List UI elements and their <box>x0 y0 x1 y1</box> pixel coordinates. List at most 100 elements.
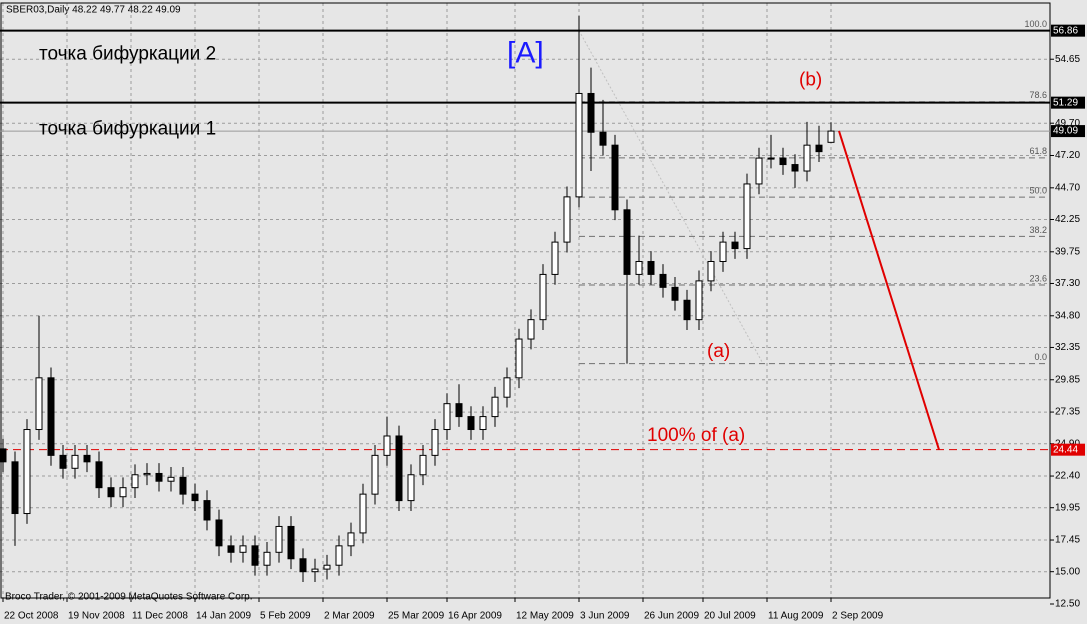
candle-body <box>563 196 571 243</box>
x-tick-label: 12 May 2009 <box>516 611 574 622</box>
annotation: (b) <box>799 70 822 91</box>
price-box <box>1051 125 1085 138</box>
candle-body <box>599 131 607 146</box>
fibo-level-label: 0.0 <box>1034 352 1047 362</box>
candle-body <box>443 403 451 431</box>
y-tick-label: 22.40 <box>1055 471 1080 482</box>
candle-body <box>647 260 655 275</box>
candle-body <box>479 416 487 431</box>
candle-body <box>419 454 427 476</box>
candle-body <box>515 338 523 379</box>
candle-body <box>95 461 103 489</box>
candle-body <box>791 164 799 172</box>
candle-body <box>143 472 151 476</box>
candle-body <box>707 260 715 282</box>
x-tick-label: 11 Dec 2008 <box>132 611 188 622</box>
candle-body <box>23 429 31 515</box>
candle-body <box>323 564 331 570</box>
fibo-level-label: 61.8 <box>1029 146 1047 156</box>
y-tick-label: 15.00 <box>1055 566 1080 577</box>
fibo-level-label: 38.2 <box>1029 225 1047 235</box>
x-tick-label: 25 Mar 2009 <box>388 611 445 622</box>
candle-body <box>119 487 127 498</box>
candle-body <box>263 551 271 566</box>
y-tick-label: 32.35 <box>1055 342 1080 353</box>
candle-body <box>35 377 43 431</box>
annotation: 100% of (a) <box>647 425 745 446</box>
candle-body <box>827 130 835 143</box>
candle-body <box>455 403 463 418</box>
candle-body <box>635 260 643 275</box>
annotation: точка бифуркации 2 <box>39 44 216 65</box>
price-box <box>1051 96 1085 109</box>
candle-body <box>611 144 619 211</box>
candle-body <box>659 273 667 288</box>
projection-line <box>838 130 940 450</box>
candle-body <box>11 461 19 515</box>
copyright: Broco Trader, © 2001-2009 MetaQuotes Sof… <box>5 592 253 603</box>
candle-body <box>47 377 55 456</box>
candle-body <box>527 319 535 340</box>
fibo-trendline <box>578 30 764 364</box>
y-tick-label: 39.75 <box>1055 246 1080 257</box>
y-tick-label: 54.65 <box>1055 54 1080 65</box>
candle-body <box>311 568 319 573</box>
annotation: точка бифуркации 1 <box>39 119 216 140</box>
candle-body <box>407 474 415 502</box>
candle-body <box>623 209 631 275</box>
candle-body <box>575 92 583 198</box>
price-box-label: 49.09 <box>1053 126 1078 137</box>
candle-body <box>287 525 295 560</box>
price-box-label: 51.29 <box>1053 97 1078 108</box>
x-tick-label: 16 Apr 2009 <box>448 611 502 622</box>
candle-body <box>671 286 679 301</box>
price-box-label: 24.44 <box>1053 444 1078 455</box>
y-tick-label: 19.95 <box>1055 502 1080 513</box>
candle-body <box>251 545 259 566</box>
x-tick-label: 3 Jun 2009 <box>580 611 630 622</box>
candle-body <box>467 416 475 431</box>
y-tick-label: 17.45 <box>1055 535 1080 546</box>
y-tick-label: 29.85 <box>1055 374 1080 385</box>
fibo-level-label: 50.0 <box>1029 186 1047 196</box>
price-box <box>1051 24 1085 37</box>
candle-body <box>803 144 811 172</box>
candle-body <box>275 525 283 553</box>
candle-body <box>683 299 691 321</box>
candle-body <box>335 545 343 566</box>
price-box-label: 56.86 <box>1053 25 1078 36</box>
candle-body <box>779 157 787 166</box>
x-tick-label: 20 Jul 2009 <box>704 611 756 622</box>
candle-body <box>59 454 67 469</box>
y-tick-label: 37.30 <box>1055 278 1080 289</box>
candle-body <box>203 500 211 521</box>
candle-body <box>71 454 79 469</box>
candle-body <box>347 532 355 547</box>
x-tick-label: 19 Nov 2008 <box>68 611 125 622</box>
candle-body <box>167 476 175 482</box>
fibo-level-label: 100.0 <box>1024 19 1047 29</box>
plot-frame <box>0 2 1051 599</box>
x-tick-label: 2 Sep 2009 <box>832 611 884 622</box>
candle-body <box>767 157 775 160</box>
annotation: (a) <box>707 341 730 362</box>
chart-header: SBER03,Daily 48.22 49.77 48.22 49.09 <box>6 5 181 16</box>
annotation: [A] <box>507 37 544 70</box>
candle-body <box>227 545 235 553</box>
candle-body <box>743 183 751 250</box>
candle-body <box>587 92 595 133</box>
candle-body <box>491 396 499 418</box>
candle-body <box>395 435 403 502</box>
x-tick-label: 2 Mar 2009 <box>324 611 375 622</box>
candle-body <box>359 493 367 534</box>
candle-body <box>431 429 439 456</box>
candle-body <box>299 558 307 573</box>
y-tick-label: 42.25 <box>1055 214 1080 225</box>
candle-body <box>131 474 139 489</box>
y-tick-label: 34.80 <box>1055 310 1080 321</box>
fibo-level-label: 78.6 <box>1029 90 1047 100</box>
candle-body <box>215 519 223 547</box>
candle-body <box>83 454 91 463</box>
candle-body <box>371 454 379 495</box>
candle-body <box>191 493 199 502</box>
